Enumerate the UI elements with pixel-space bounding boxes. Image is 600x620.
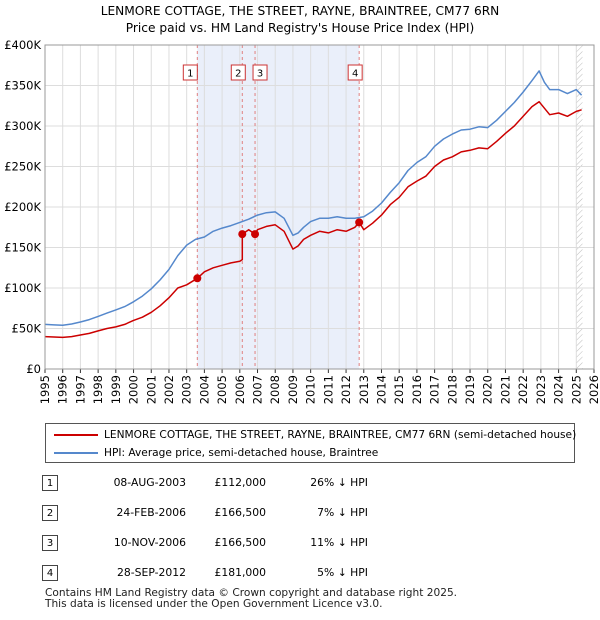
x-tick-label: 2018 [445, 375, 459, 404]
sale-point [193, 274, 202, 283]
footer: Contains HM Land Registry data © Crown c… [45, 588, 457, 610]
x-tick-label: 2011 [321, 375, 335, 404]
sale-label-box [230, 64, 246, 81]
x-tick-label: 2010 [304, 375, 318, 404]
y-tick-label: £0 [26, 362, 41, 376]
sale-hpi-diff: 7% ↓ HPI [317, 506, 368, 519]
x-tick-label: 2000 [127, 375, 141, 404]
plot-frame [44, 44, 595, 370]
sale-label-box [182, 64, 198, 81]
x-tick-label: 2022 [516, 375, 530, 404]
sale-number: 1 [42, 475, 58, 491]
x-tick-label: 2004 [197, 375, 211, 404]
x-tick-label: 2017 [428, 375, 442, 404]
series-line-property [44, 100, 582, 339]
sale-label-box [347, 64, 363, 81]
y-tick-label: £100K [4, 281, 41, 295]
x-tick-label: 2014 [374, 375, 388, 404]
footer-licence: This data is licensed under the Open Gov… [45, 598, 383, 610]
x-tick-label: 1996 [56, 375, 70, 404]
x-tick-label: 2008 [268, 375, 282, 404]
x-tick-label: 2002 [162, 375, 176, 404]
sale-hpi-diff: 26% ↓ HPI [310, 476, 368, 489]
sale-row: 4 28-SEP-2012 £181,000 5% ↓ HPI [0, 565, 600, 585]
sale-hpi-diff: 5% ↓ HPI [317, 566, 368, 579]
sale-number: 3 [42, 535, 58, 551]
y-tick-label: £400K [4, 38, 41, 52]
x-tick-label: 2023 [534, 375, 548, 404]
x-tick-label: 1999 [109, 375, 123, 404]
price-chart: £0 £50K £100K £150K £200K £250K £300K £350K £400… [4, 38, 600, 404]
sale-price: £166,500 [214, 506, 266, 519]
x-tick-label: 2003 [180, 375, 194, 404]
sale-price: £112,000 [214, 476, 266, 489]
sale-label-number: 1 [187, 69, 193, 80]
sale-price: £181,000 [214, 566, 266, 579]
legend-swatch-hpi [54, 452, 98, 454]
x-tick-label: 2013 [357, 375, 371, 404]
x-tick-label: 2025 [569, 375, 583, 404]
x-tick-label: 2026 [587, 375, 600, 404]
x-tick-label: 2009 [286, 375, 300, 404]
legend-label-hpi: HPI: Average price, semi-detached house,… [104, 447, 379, 459]
sale-point [355, 218, 364, 227]
sale-point [238, 230, 247, 239]
x-tick-label: 1998 [91, 375, 105, 404]
sale-hpi-diff: 11% ↓ HPI [310, 536, 368, 549]
x-tick-label: 2015 [392, 375, 406, 404]
title-line-2: Price paid vs. HM Land Registry's House … [125, 21, 475, 35]
legend-swatch-property [54, 434, 98, 436]
sale-point [251, 230, 260, 239]
x-tick-label: 2016 [410, 375, 424, 404]
y-tick-label: £200K [4, 200, 41, 214]
sale-date: 10-NOV-2006 [113, 536, 186, 549]
sale-label-number: 4 [352, 69, 358, 80]
x-tick-label: 1997 [73, 375, 87, 404]
x-tick-label: 1995 [38, 375, 52, 404]
sale-date: 24-FEB-2006 [116, 506, 186, 519]
y-tick-label: £300K [4, 119, 41, 133]
legend: LENMORE COTTAGE, THE STREET, RAYNE, BRAI… [45, 423, 577, 463]
footer-copyright: Contains HM Land Registry data © Crown c… [45, 587, 458, 599]
sale-number: 4 [42, 565, 58, 581]
chart-title: LENMORE COTTAGE, THE STREET, RAYNE, BRAI… [0, 3, 600, 37]
sale-date: 08-AUG-2003 [113, 476, 186, 489]
sale-label-number: 3 [257, 69, 263, 80]
x-tick-label: 2012 [339, 375, 353, 404]
sale-label-number: 2 [235, 69, 241, 80]
x-tick-label: 2021 [498, 375, 512, 404]
sale-price: £166,500 [214, 536, 266, 549]
x-tick-label: 2001 [144, 375, 158, 404]
x-tick-label: 2024 [552, 375, 566, 404]
y-tick-label: £150K [4, 241, 41, 255]
sale-row: 3 10-NOV-2006 £166,500 11% ↓ HPI [0, 535, 600, 555]
y-tick-label: £250K [4, 160, 41, 174]
y-tick-label: £350K [4, 79, 41, 93]
x-tick-label: 2019 [463, 375, 477, 404]
x-tick-label: 2020 [481, 375, 495, 404]
title-line-1: LENMORE COTTAGE, THE STREET, RAYNE, BRAI… [100, 4, 500, 18]
x-tick-label: 2007 [251, 375, 265, 404]
y-tick-label: £50K [12, 322, 42, 336]
series-line-hpi [44, 70, 583, 327]
legend-label-property: LENMORE COTTAGE, THE STREET, RAYNE, BRAI… [104, 429, 577, 441]
sale-row: 2 24-FEB-2006 £166,500 7% ↓ HPI [0, 505, 600, 525]
sale-date: 28-SEP-2012 [117, 566, 186, 579]
sale-row: 1 08-AUG-2003 £112,000 26% ↓ HPI [0, 475, 600, 495]
sale-label-box [252, 64, 268, 81]
x-tick-label: 2006 [233, 375, 247, 404]
sale-number: 2 [42, 505, 58, 521]
x-tick-label: 2005 [215, 375, 229, 404]
